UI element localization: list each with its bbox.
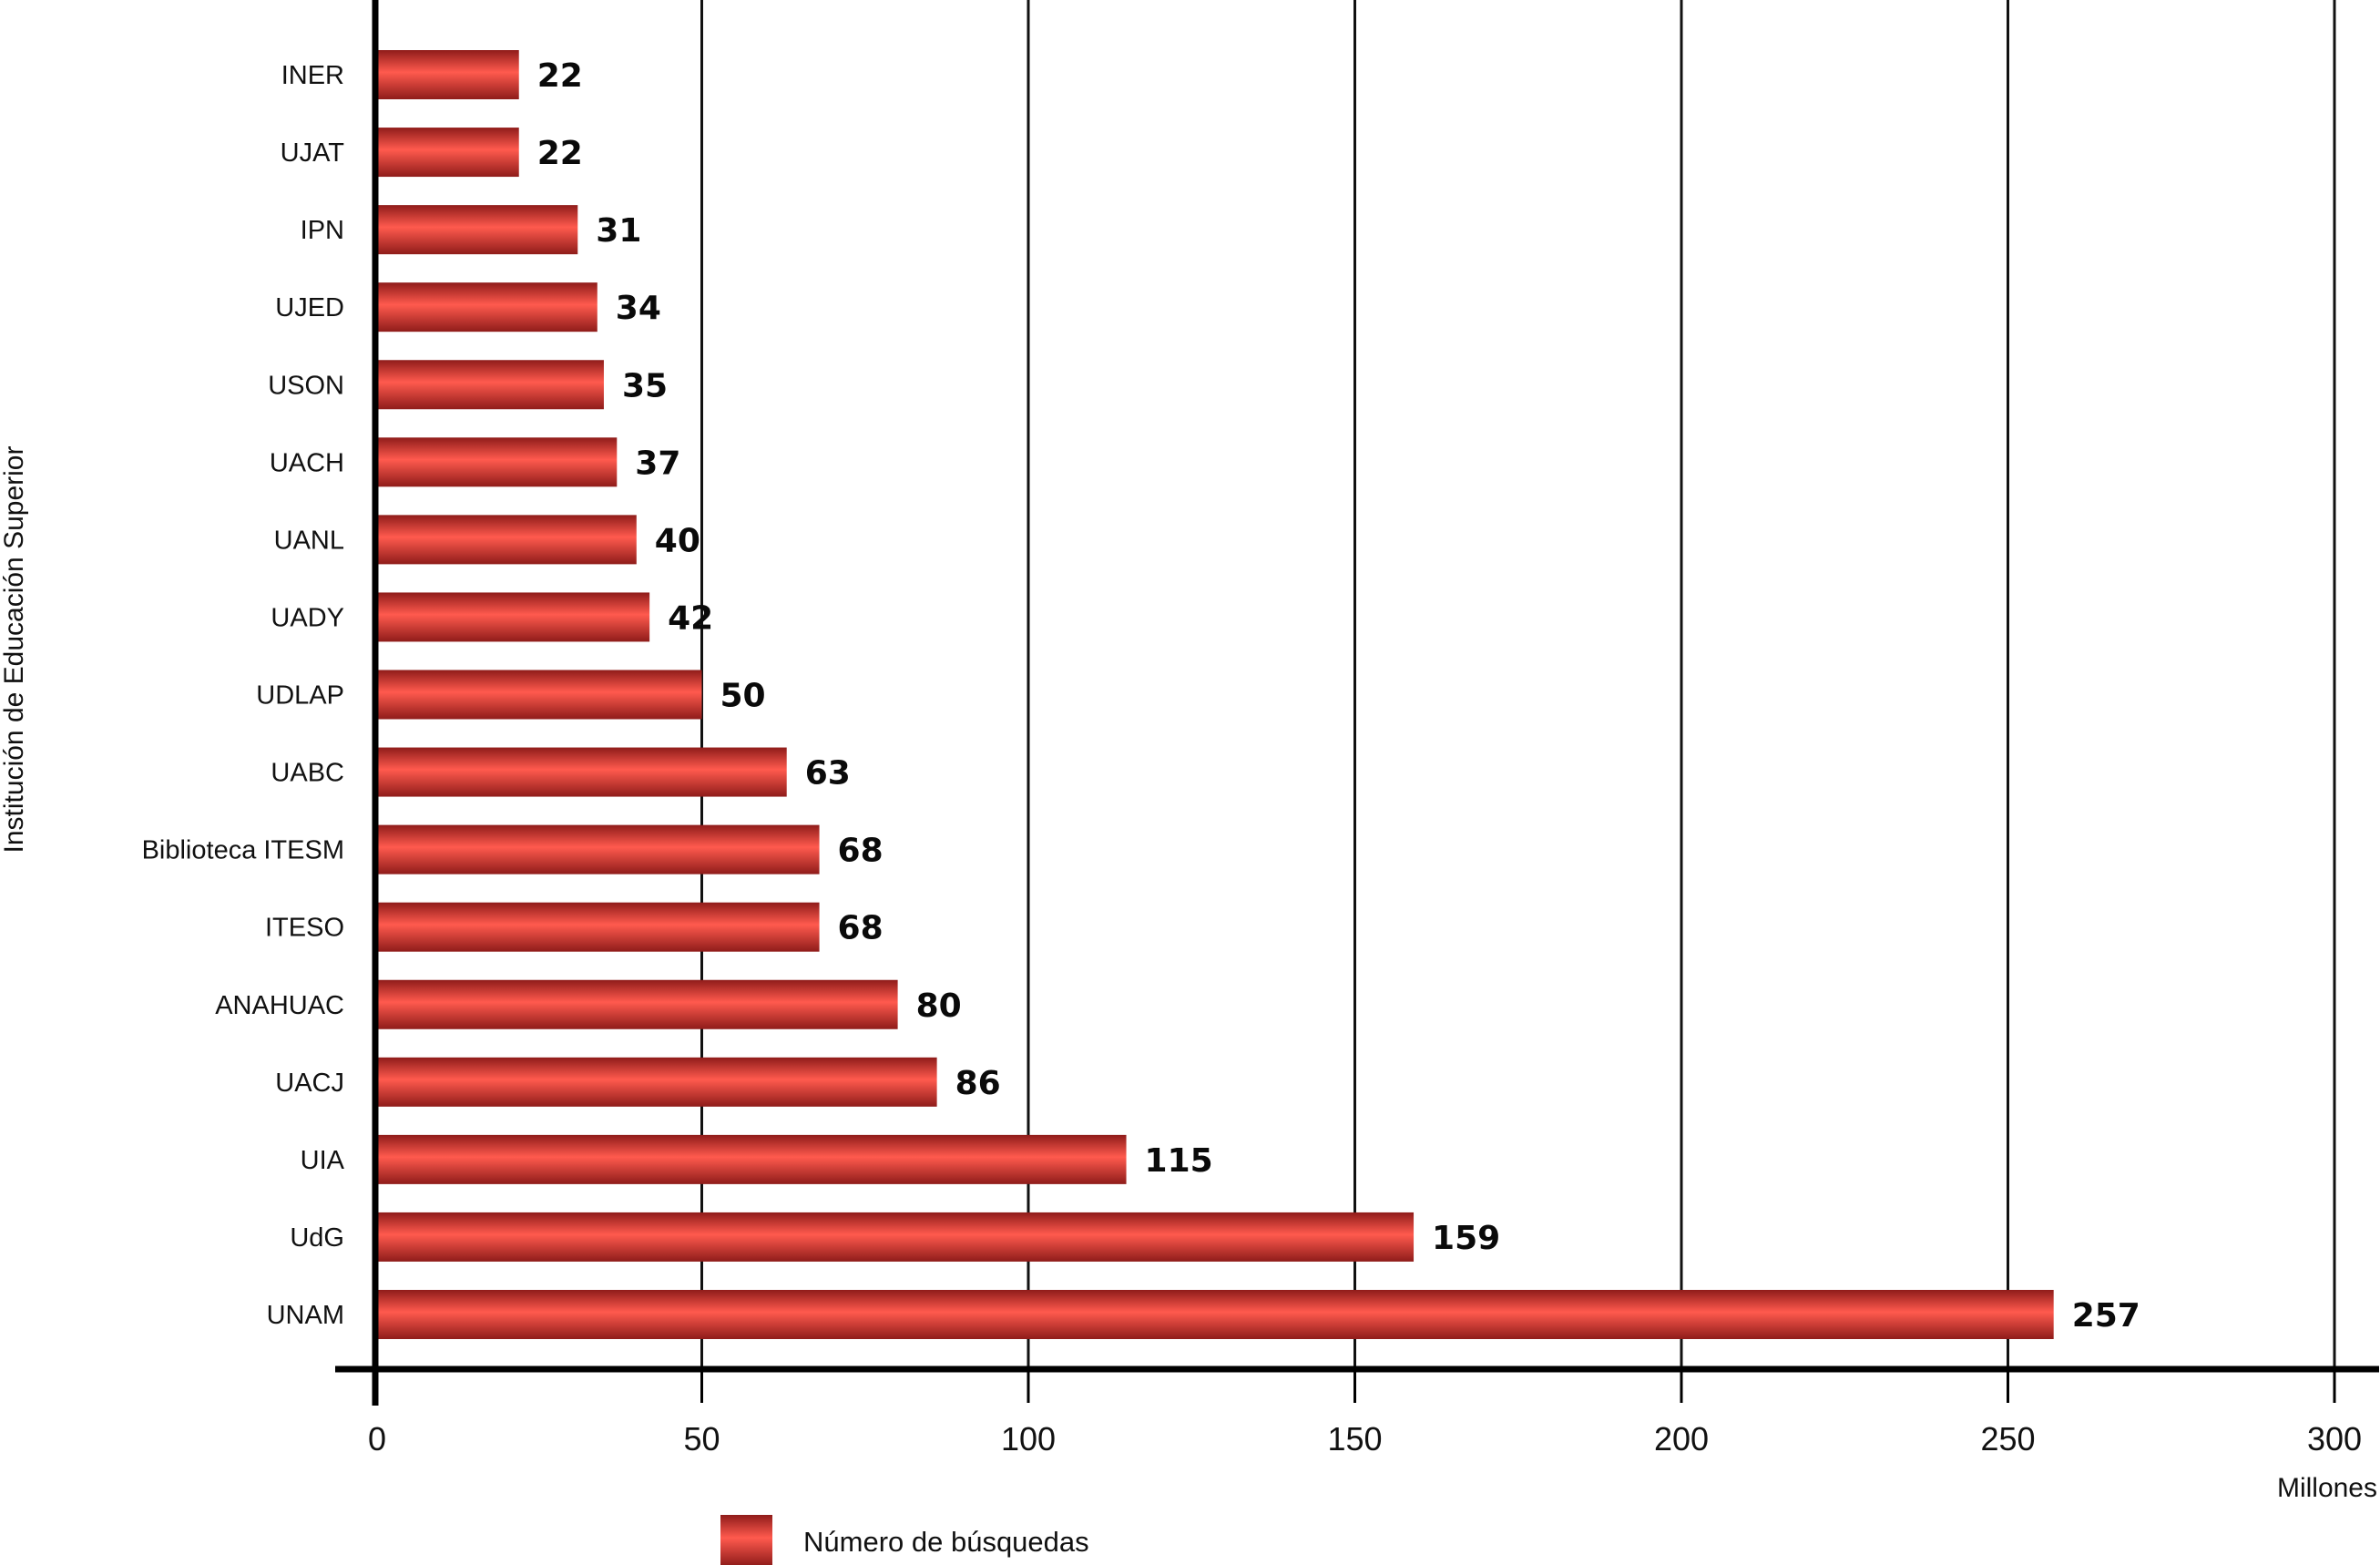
value-label-ujed: 34: [616, 290, 661, 327]
category-label-uacj: UACJ: [275, 1069, 344, 1098]
legend-label: Número de búsquedas: [803, 1526, 1089, 1558]
value-label-iner: 22: [537, 57, 583, 95]
bar-uacj: [375, 1057, 937, 1107]
value-label-udlap: 50: [720, 678, 766, 715]
bar-uson: [375, 360, 604, 410]
category-label-ipn: IPN: [301, 216, 344, 245]
category-label-udlap: UDLAP: [256, 681, 344, 711]
value-label-ujat: 22: [537, 135, 583, 172]
x-tick-label-100: 100: [1001, 1420, 1056, 1458]
bar-uanl: [375, 515, 637, 565]
bars: 22 22 31 34 35 37 40 42 50 63 68 68 80 86 115 159 257: [375, 50, 2140, 1339]
value-label-unam: 257: [2072, 1297, 2140, 1335]
bar-udg: [375, 1212, 1415, 1262]
bar-ujed: [375, 282, 598, 332]
value-label-iteso: 68: [838, 910, 884, 947]
bar-iner: [375, 50, 519, 99]
value-label-uanl: 40: [655, 522, 700, 559]
value-label-uabc: 63: [805, 755, 851, 793]
category-label-uson: USON: [268, 371, 344, 400]
value-label-uia: 115: [1145, 1142, 1213, 1180]
category-label-uia: UIA: [301, 1146, 345, 1175]
bar-uach: [375, 437, 618, 487]
category-label-anahuac: ANAHUAC: [215, 991, 344, 1020]
legend-swatch: [720, 1515, 772, 1565]
legend: Número de búsquedas: [720, 1515, 1089, 1565]
x-tick-label-300: 300: [2307, 1420, 2362, 1458]
x-tick-label-0: 0: [368, 1420, 386, 1458]
bar-biblioteca-itesm: [375, 824, 820, 875]
category-label-uabc: UABC: [271, 759, 344, 788]
value-label-ipn: 31: [596, 212, 641, 250]
bar-ujat: [375, 128, 519, 178]
category-label-udg: UdG: [290, 1223, 344, 1253]
category-label-biblioteca-itesm: Biblioteca ITESM: [142, 836, 344, 865]
bar-uady: [375, 592, 650, 642]
category-label-uady: UADY: [271, 603, 344, 632]
y-axis-title: Institución de Educación Superior: [0, 446, 29, 854]
bar-unam: [375, 1290, 2054, 1339]
value-label-udg: 159: [1432, 1220, 1500, 1257]
category-label-ujed: UJED: [275, 293, 344, 322]
value-label-biblioteca-itesm: 68: [838, 833, 884, 870]
category-label-uach: UACH: [270, 448, 344, 477]
bar-udlap: [375, 670, 702, 720]
x-axis-unit-label: Millones: [2277, 1473, 2377, 1503]
category-label-unam: UNAM: [267, 1301, 344, 1330]
category-label-uanl: UANL: [274, 526, 344, 555]
category-label-iner: INER: [281, 61, 344, 90]
value-label-uacj: 86: [955, 1065, 1001, 1102]
value-label-uady: 42: [668, 599, 713, 637]
value-label-anahuac: 80: [916, 987, 962, 1025]
value-label-uach: 37: [635, 445, 680, 482]
x-tick-label-200: 200: [1654, 1420, 1709, 1458]
x-tick-label-50: 50: [683, 1420, 720, 1458]
bar-iteso: [375, 902, 820, 952]
axes: INER UJAT IPN UJED USON UACH UANL UADY UDLAP UABC…: [142, 0, 2379, 1458]
category-label-ujat: UJAT: [281, 138, 345, 168]
bar-uia: [375, 1134, 1127, 1184]
bar-uabc: [375, 747, 787, 797]
x-tick-label-250: 250: [1980, 1420, 2035, 1458]
x-tick-label-150: 150: [1327, 1420, 1382, 1458]
bar-ipn: [375, 205, 578, 255]
category-label-iteso: ITESO: [265, 914, 344, 943]
bar-anahuac: [375, 979, 898, 1029]
value-label-uson: 35: [622, 367, 668, 404]
